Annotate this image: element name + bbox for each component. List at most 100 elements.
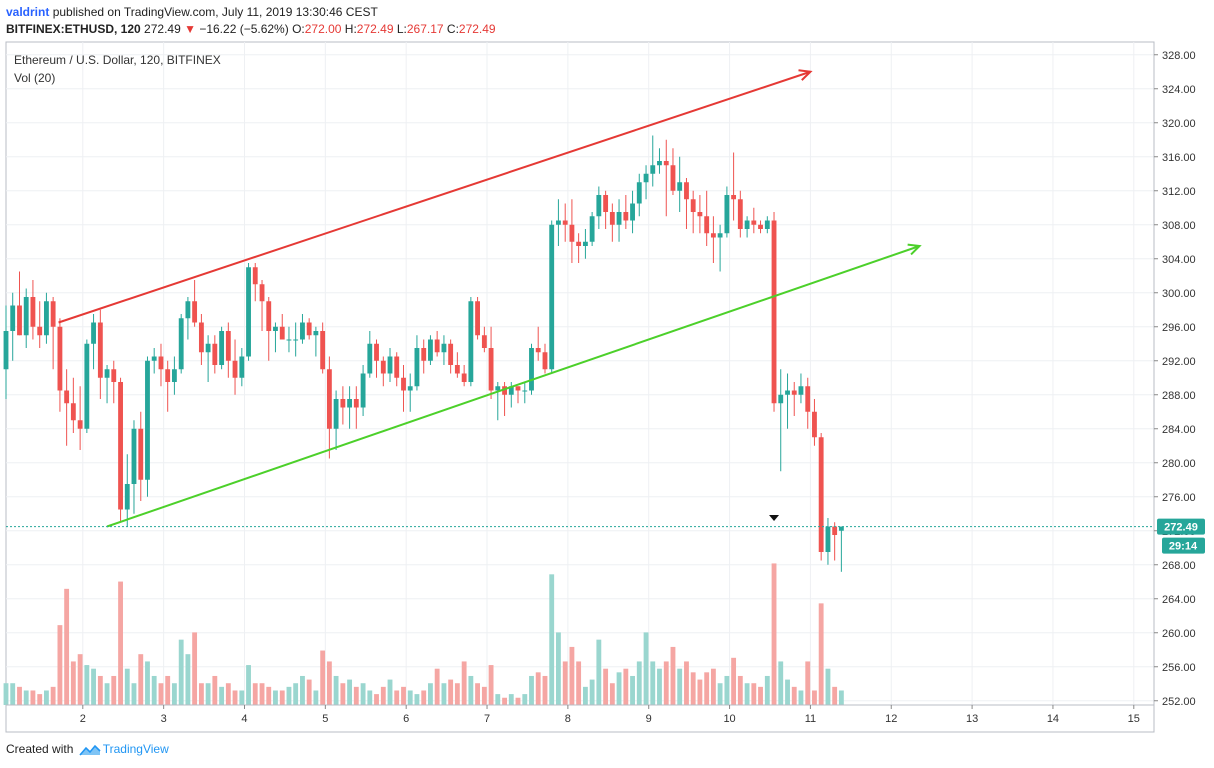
volume-bar — [562, 661, 568, 705]
price-axis[interactable]: 252.00256.00260.00264.00268.00272.00276.… — [1154, 50, 1196, 708]
candle-body — [151, 356, 157, 361]
volume-bar — [657, 668, 662, 705]
time-tick-label: 15 — [1128, 713, 1140, 725]
candle-body — [791, 390, 797, 395]
candle-body — [394, 356, 400, 378]
candle-body — [475, 301, 480, 336]
candle-body — [481, 335, 487, 348]
candle-body — [636, 182, 642, 204]
volume-bar — [791, 686, 797, 705]
candle-body — [185, 301, 191, 319]
candle-body — [818, 437, 824, 552]
candle-body — [23, 297, 29, 336]
candle-body — [555, 220, 561, 225]
candle-body — [246, 267, 251, 357]
volume-bar — [434, 668, 440, 705]
tradingview-logo-icon[interactable] — [79, 744, 101, 756]
volume-bar — [697, 679, 703, 705]
volume-bar — [306, 679, 312, 705]
candle-body — [367, 343, 373, 374]
candle-body — [529, 348, 534, 391]
candle-body — [401, 377, 406, 391]
candle-body — [798, 386, 804, 395]
candle-body — [542, 352, 548, 370]
volume-bar — [145, 661, 150, 705]
volume-bar — [23, 690, 29, 705]
candle-body — [124, 484, 130, 510]
candle-body — [609, 212, 615, 225]
candle-body — [165, 369, 171, 382]
tradingview-brand[interactable]: TradingView — [102, 742, 169, 756]
price-tick-label: 256.00 — [1162, 662, 1196, 674]
price-tick-label: 268.00 — [1162, 560, 1196, 572]
volume-bar — [704, 672, 710, 705]
volume-bar — [212, 675, 218, 705]
volume-bar — [663, 661, 669, 705]
candle-body — [838, 526, 844, 531]
volume-bar — [609, 683, 615, 705]
candle-body — [448, 343, 454, 365]
legend-title: Ethereum / U.S. Dollar, 120, BITFINEX — [14, 53, 221, 67]
candle-body — [569, 224, 575, 242]
candle-body — [468, 301, 474, 382]
time-tick-label: 3 — [161, 713, 167, 725]
candle-body — [677, 182, 683, 191]
candle-body — [266, 301, 272, 331]
volume-bar — [481, 686, 487, 705]
volume-bar — [198, 683, 204, 705]
candle-body — [495, 386, 501, 391]
candle-body — [717, 233, 723, 238]
volume-bar — [225, 683, 231, 705]
candle-body — [428, 339, 433, 361]
time-axis[interactable]: 2 3 4 5 6 7 8 9 10 11 12 13 14 15 — [80, 705, 1140, 725]
candle-body — [441, 343, 447, 353]
volume-bar — [785, 679, 790, 705]
candle-body — [697, 212, 703, 217]
volume-bar — [50, 686, 56, 705]
author-name[interactable]: valdrint — [6, 5, 50, 19]
candle-body — [37, 326, 43, 336]
volume-bar — [825, 668, 831, 705]
candles — [3, 135, 844, 572]
candle-body — [805, 386, 811, 412]
candle-body — [623, 212, 629, 221]
close-value: 272.49 — [458, 22, 496, 36]
volume-bar — [576, 661, 582, 705]
candle-body — [326, 369, 332, 429]
candle-body — [131, 428, 137, 484]
volume-bar — [266, 686, 272, 705]
candle-body — [212, 343, 218, 365]
down-arrow-icon: ▼ — [184, 22, 196, 36]
candle-body — [225, 331, 231, 361]
time-tick-label: 11 — [805, 713, 816, 725]
volume-bar — [677, 668, 683, 705]
last-price-badge: 272.49 — [1157, 518, 1205, 535]
volume-bar — [30, 690, 36, 705]
candle-body — [70, 403, 76, 421]
candle-body — [353, 399, 359, 408]
volume-bar — [286, 686, 292, 705]
candle-body — [17, 305, 22, 336]
volume-bar — [522, 694, 528, 705]
volume-bar — [737, 675, 743, 705]
volume-bar — [118, 581, 123, 705]
volume-bar — [3, 683, 9, 705]
candle-body — [111, 369, 117, 382]
volume-bar — [670, 646, 676, 705]
volume-bar — [744, 683, 750, 705]
volume-bar — [394, 690, 400, 705]
volume-bar — [636, 661, 642, 705]
price-tick-label: 304.00 — [1162, 254, 1196, 266]
candle-body — [414, 348, 420, 387]
volume-bar — [684, 661, 689, 705]
candle-body — [549, 224, 555, 370]
candle-body — [812, 411, 817, 438]
volume-bar — [104, 683, 110, 705]
volume-bar — [589, 679, 595, 705]
trendlines[interactable] — [58, 69, 922, 528]
price-tick-label: 284.00 — [1162, 424, 1196, 436]
candle-body — [434, 339, 440, 353]
arrow-head-icon — [907, 243, 922, 256]
candle-body — [205, 343, 211, 353]
